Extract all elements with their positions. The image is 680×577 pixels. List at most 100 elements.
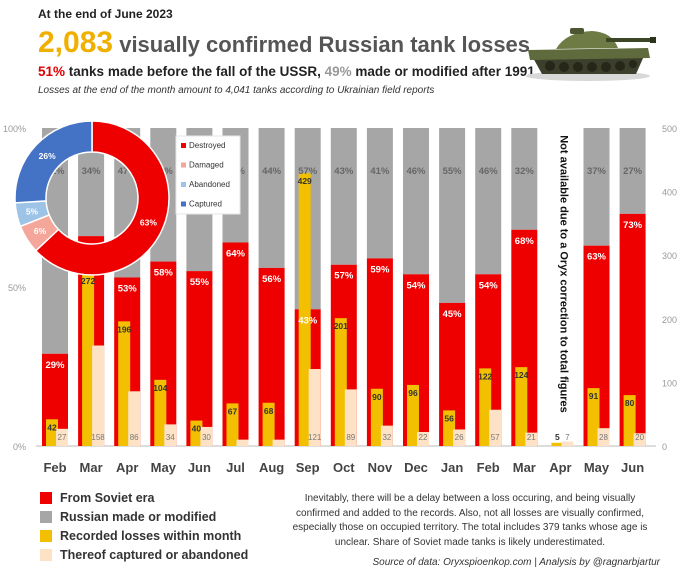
bar-russian-made <box>403 128 429 275</box>
x-tick-label: Mar <box>513 460 536 475</box>
bar-recorded-losses <box>407 384 419 446</box>
donut-legend-label: Damaged <box>189 161 224 170</box>
chart: 0% 50% 100% 0 100 200 300 400 500 Feb Mar Apr May Ju… <box>3 120 677 475</box>
label-soviet-share: 43% <box>298 315 318 326</box>
bar-captured-abandoned <box>308 369 321 446</box>
label-captured: 158 <box>91 433 105 442</box>
bar-recorded-losses <box>551 442 564 446</box>
bar-captured-abandoned <box>561 441 574 446</box>
unavailable-box <box>547 138 574 410</box>
right-axis-tick: 400 <box>662 188 677 198</box>
explanation-text: Inevitably, there will be a delay betwee… <box>292 493 648 548</box>
x-tick-label: Dec <box>404 460 428 475</box>
bar-recorded-losses <box>46 419 58 446</box>
x-tick-label: Feb <box>43 460 66 475</box>
label-soviet-share: 57% <box>334 271 354 282</box>
right-axis-tick: 300 <box>662 251 677 261</box>
label-captured: 7 <box>565 433 570 442</box>
bar-russian-made <box>583 128 610 246</box>
bar-captured-abandoned <box>489 409 502 446</box>
label-russian-share: 46% <box>406 166 426 177</box>
bar-russian-made <box>258 128 285 268</box>
label-recorded-losses: 5 <box>555 432 560 442</box>
unavailable-note: Not available due to a Oryx correction t… <box>557 135 569 413</box>
bar-russian-made <box>475 128 502 275</box>
bar-soviet-era <box>186 271 213 446</box>
label-recorded-losses: 67 <box>228 406 238 416</box>
legend-swatch-soviet <box>40 491 52 504</box>
label-soviet-share: 73% <box>623 220 643 231</box>
legend-item-recorded: Recorded losses within month <box>40 526 248 545</box>
modern-share-text: made or modified after 1991 <box>355 64 535 79</box>
bar-captured-abandoned <box>525 432 538 446</box>
label-soviet-share: 59% <box>370 264 390 275</box>
bar-captured-abandoned <box>164 424 177 446</box>
label-soviet-share: 58% <box>154 268 174 279</box>
donut-chart: 63% 6% 5% 26% Destroyed Damaged Abandoned Captu… <box>14 120 241 276</box>
bar-russian-made <box>366 128 393 259</box>
x-tick-label: Oct <box>333 460 355 475</box>
headline-text: visually confirmed Russian tank losses <box>119 32 531 57</box>
donut-legend-swatch <box>181 182 186 187</box>
bar-recorded-losses <box>515 367 528 446</box>
bar-captured-abandoned <box>380 425 393 446</box>
x-tick-label: Jun <box>621 460 644 475</box>
bar-recorded-losses <box>370 388 383 446</box>
legend-label-captured: Thereof captured or abandoned <box>60 547 249 562</box>
label-recorded-losses: 80 <box>625 398 635 408</box>
x-tick-label: May <box>584 460 610 475</box>
label-recorded-losses: 201 <box>334 321 348 331</box>
x-tick-label: May <box>151 460 177 475</box>
label-recorded-losses: 196 <box>117 324 131 334</box>
soviet-share: 51% <box>38 64 66 79</box>
donut-legend-label: Captured <box>189 200 222 209</box>
label-captured: 22 <box>419 433 428 442</box>
right-axis-tick: 100 <box>662 378 677 388</box>
label-recorded-losses: 90 <box>372 392 382 402</box>
x-tick-label: Apr <box>116 460 138 475</box>
label-soviet-share: 64% <box>226 248 246 259</box>
label-russian-share: 46% <box>479 166 499 177</box>
bar-captured-abandoned <box>417 432 429 446</box>
label-soviet-share: 29% <box>45 360 65 371</box>
label-recorded-losses: 42 <box>47 422 57 432</box>
x-tick-label: Nov <box>368 460 393 475</box>
donut-legend-swatch <box>181 143 186 148</box>
label-recorded-losses: 272 <box>81 276 95 286</box>
label-soviet-share: 63% <box>587 252 607 263</box>
label-recorded-losses: 56 <box>444 413 454 423</box>
label-soviet-share: 53% <box>118 283 138 294</box>
legend-item-soviet: From Soviet era <box>40 488 248 507</box>
label-captured: 27 <box>58 433 67 442</box>
bar-captured-abandoned <box>272 439 285 446</box>
label-captured: 32 <box>382 433 391 442</box>
label-captured: 26 <box>455 433 464 442</box>
donut-slice-captured <box>14 120 93 204</box>
soviet-share-text: tanks made before the fall of the USSR, <box>68 64 321 79</box>
label-recorded-losses: 124 <box>514 370 528 380</box>
label-russian-share: 57% <box>298 166 318 177</box>
x-tick-label: Jun <box>188 460 211 475</box>
bar-recorded-losses <box>334 318 347 446</box>
share-summary: 51% tanks made before the fall of the US… <box>38 64 535 79</box>
chart-bars: Feb Mar Apr May Jun Jul Aug Sep Oct Nov Dec Jan Feb M… <box>42 128 646 475</box>
label-recorded-losses: 40 <box>192 424 202 434</box>
donut-label: 5% <box>26 206 39 216</box>
legend-item-captured: Thereof captured or abandoned <box>40 545 248 564</box>
tank-icon <box>526 28 656 81</box>
bar-captured-abandoned <box>633 433 646 446</box>
label-russian-share: 43% <box>334 166 354 177</box>
bar-captured-abandoned <box>128 391 141 446</box>
legend-swatch-modern <box>40 510 52 523</box>
label-soviet-share: 45% <box>443 309 463 320</box>
label-russian-share: 47% <box>118 166 138 177</box>
bar-russian-made <box>439 128 466 303</box>
total-losses: 2,083 <box>38 26 114 59</box>
label-captured: 121 <box>308 433 322 442</box>
donut-legend-box <box>175 135 241 215</box>
bar-recorded-losses <box>262 402 275 446</box>
bar-captured-abandoned <box>453 429 466 446</box>
bar-recorded-losses <box>82 273 95 446</box>
chart-legend: From Soviet era Russian made or modified… <box>40 488 248 564</box>
bar-captured-abandoned <box>200 426 213 446</box>
